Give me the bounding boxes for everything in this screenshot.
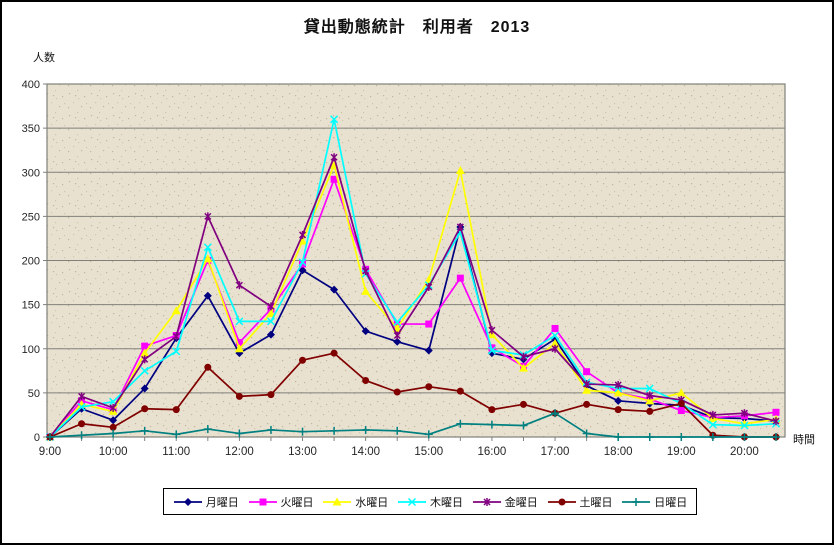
x-tick-label: 17:00 xyxy=(541,446,570,458)
legend-marker-tuesday xyxy=(248,498,277,505)
legend-marker-sunday xyxy=(622,497,651,506)
series-saturday xyxy=(46,349,780,441)
y-tick-label: 150 xyxy=(22,300,40,312)
y-axis: 0 50 100 150 200 250 300 350 400 xyxy=(22,79,47,444)
legend-marker-thursday xyxy=(398,497,426,506)
legend-marker-friday xyxy=(472,497,501,506)
legend-label-wednesday: 水曜日 xyxy=(355,496,389,509)
y-axis-title: 人数 xyxy=(33,52,55,64)
y-tick-label: 0 xyxy=(34,432,40,444)
legend-marker-monday xyxy=(173,497,202,506)
y-tick-label: 400 xyxy=(22,79,40,91)
legend-item-sunday: 日曜日 xyxy=(621,494,687,510)
x-axis-title: 時間 xyxy=(793,434,815,446)
x-tick-label: 14:00 xyxy=(351,446,380,458)
x-tick-label: 18:00 xyxy=(604,446,633,458)
series-sunday xyxy=(46,409,780,441)
legend-item-thursday: 木曜日 xyxy=(397,494,463,510)
y-tick-label: 200 xyxy=(22,256,40,268)
x-tick-label: 15:00 xyxy=(414,446,443,458)
legend-item-tuesday: 火曜日 xyxy=(248,494,314,510)
legend-label-tuesday: 火曜日 xyxy=(280,496,314,509)
chart-title: 貸出動態統計 利用者 2013 xyxy=(303,19,531,36)
x-tick-label: 13:00 xyxy=(288,446,317,458)
y-tick-label: 50 xyxy=(28,388,40,400)
legend-item-wednesday: 水曜日 xyxy=(322,494,388,510)
legend-label-saturday: 土曜日 xyxy=(579,496,613,509)
legend-marker-wednesday xyxy=(323,497,352,505)
x-tick-label: 16:00 xyxy=(478,446,507,458)
legend-item-friday: 金曜日 xyxy=(472,494,538,510)
legend-label-thursday: 木曜日 xyxy=(430,496,463,509)
legend-item-saturday: 土曜日 xyxy=(547,494,613,510)
legend-label-sunday: 日曜日 xyxy=(654,496,688,509)
y-tick-label: 350 xyxy=(22,123,40,135)
legend-item-monday: 月曜日 xyxy=(173,494,239,510)
plot-area: 0 50 100 150 200 250 300 350 400 9:00 10:00 11:00 12… xyxy=(22,79,786,458)
x-tick-label: 20:00 xyxy=(730,446,759,458)
x-tick-label: 12:00 xyxy=(225,446,254,458)
legend-label-friday: 金曜日 xyxy=(504,496,538,509)
x-axis: 9:00 10:00 11:00 12:00 13:00 14:00 15:00 16:00 1… xyxy=(39,437,777,458)
y-tick-label: 100 xyxy=(22,344,40,356)
gridlines xyxy=(47,127,785,394)
x-tick-label: 10:00 xyxy=(99,446,128,458)
x-tick-label: 19:00 xyxy=(667,446,696,458)
x-tick-label: 11:00 xyxy=(162,446,190,458)
y-tick-label: 250 xyxy=(22,211,40,223)
x-tick-label: 9:00 xyxy=(39,446,61,458)
y-tick-label: 300 xyxy=(22,167,40,179)
legend-label-monday: 月曜日 xyxy=(205,496,239,509)
legend: 月曜日 火曜日 水曜日 木曜日 金曜日 土曜日 日曜日 xyxy=(163,488,697,515)
legend-marker-saturday xyxy=(547,498,576,505)
